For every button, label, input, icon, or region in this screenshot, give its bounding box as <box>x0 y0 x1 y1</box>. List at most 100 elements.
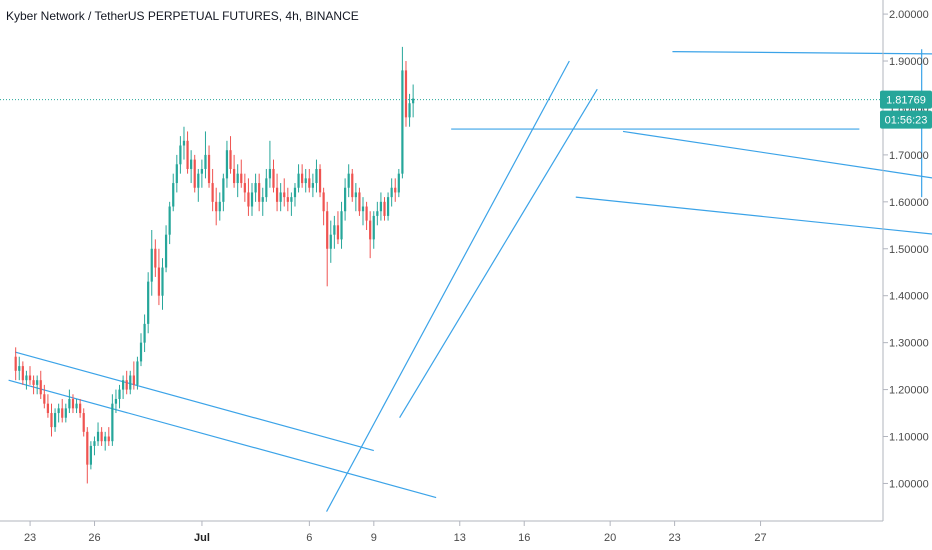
candle <box>71 394 75 414</box>
candle <box>365 201 368 230</box>
candle-body <box>64 408 67 418</box>
candle-body <box>401 70 404 174</box>
candle <box>14 347 17 381</box>
candle-body <box>36 380 39 385</box>
candle-body <box>308 178 311 188</box>
time-axis[interactable]: 23 26 Jul 6 9 13 16 20 23 27 <box>24 521 767 544</box>
candle-body <box>86 431 89 465</box>
candle-body <box>326 211 329 249</box>
candle-body <box>311 183 314 188</box>
candle-body <box>386 197 390 216</box>
candle-body <box>293 187 297 198</box>
candle <box>53 408 57 432</box>
candle-body <box>43 394 46 404</box>
candle-body <box>211 183 214 202</box>
candle <box>107 427 110 446</box>
candle-body <box>365 206 368 221</box>
x-tick-label: 6 <box>306 532 312 544</box>
candle <box>386 192 390 221</box>
price-axis[interactable]: 1.00000 1.10000 1.20000 1.30000 1.40000 1.500… <box>883 9 929 490</box>
candle <box>275 173 279 212</box>
candle <box>301 164 304 188</box>
candle <box>190 150 193 184</box>
candle <box>32 375 35 395</box>
candle <box>215 187 218 226</box>
candle <box>232 154 236 188</box>
candle-body <box>207 154 211 184</box>
last-price-badge <box>880 90 932 109</box>
candle <box>168 201 171 245</box>
candle-body <box>240 173 243 184</box>
candle-body <box>222 178 225 202</box>
x-tick-label: 13 <box>454 532 466 544</box>
candle-body <box>372 215 375 240</box>
x-tick-label: 23 <box>24 532 36 544</box>
candle-body <box>376 211 379 216</box>
candle-body <box>354 192 357 198</box>
candle <box>268 140 272 188</box>
candle <box>114 389 118 414</box>
candle <box>394 178 397 202</box>
candle <box>361 197 365 226</box>
candle-body <box>236 173 239 184</box>
candle <box>93 436 96 456</box>
candle <box>240 159 243 188</box>
candle <box>197 168 200 202</box>
x-tick-label: 23 <box>668 532 680 544</box>
candle-body <box>100 431 103 442</box>
candle-body <box>129 375 132 390</box>
chart-title: Kyber Network / TetherUS PERPETUAL FUTUR… <box>6 9 359 23</box>
candle <box>46 394 50 418</box>
trendline-rally-channel-left[interactable] <box>326 60 570 512</box>
candle-body <box>272 168 275 188</box>
candle <box>161 258 164 310</box>
candle-body <box>258 183 261 202</box>
trendline-flag-upper[interactable] <box>622 130 932 192</box>
y-tick-label: 1.60000 <box>889 197 929 209</box>
candle <box>401 46 404 179</box>
candle <box>347 164 350 198</box>
candle-body <box>57 408 60 414</box>
candle <box>154 239 157 277</box>
candle <box>358 187 361 216</box>
candle-body <box>218 201 221 212</box>
candle <box>336 211 340 245</box>
candle-body <box>268 168 272 179</box>
trendlines <box>8 49 932 512</box>
y-tick-label: 1.90000 <box>889 56 929 68</box>
candle-body <box>182 140 186 146</box>
trendline-flag-lower[interactable] <box>575 196 932 244</box>
candle <box>329 220 332 263</box>
candle-body <box>21 366 24 381</box>
candle-body <box>318 168 322 193</box>
countdown-text: 01:56:23 <box>885 115 928 127</box>
candle-body <box>157 267 161 296</box>
trendline-top-horizontal[interactable] <box>672 51 932 55</box>
y-tick-label: 1.00000 <box>889 478 929 490</box>
candle-body <box>315 168 318 184</box>
candle-body <box>136 361 139 385</box>
candle-body <box>333 225 336 235</box>
candle <box>211 168 214 212</box>
candle <box>397 168 400 198</box>
candle-body <box>154 248 157 268</box>
x-tick-label: 9 <box>371 532 377 544</box>
candle <box>57 403 60 423</box>
y-tick-label: 1.40000 <box>889 291 929 303</box>
candle-body <box>18 366 21 371</box>
candle <box>229 136 232 174</box>
candle-body <box>104 436 107 442</box>
candle <box>193 154 196 193</box>
trendline-rally-channel-right[interactable] <box>399 88 598 419</box>
candle-body <box>164 234 168 268</box>
candle-body <box>232 168 236 184</box>
candle <box>136 356 139 390</box>
trendline-lower-channel-upper[interactable] <box>14 351 374 452</box>
candle-body <box>111 403 114 442</box>
x-tick-label: 16 <box>518 532 530 544</box>
candle <box>225 140 229 188</box>
candle-body <box>250 192 254 207</box>
candle-body <box>412 98 415 104</box>
countdown-badge <box>880 110 932 129</box>
